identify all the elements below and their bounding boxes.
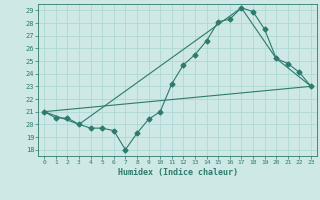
X-axis label: Humidex (Indice chaleur): Humidex (Indice chaleur) [118, 168, 238, 177]
